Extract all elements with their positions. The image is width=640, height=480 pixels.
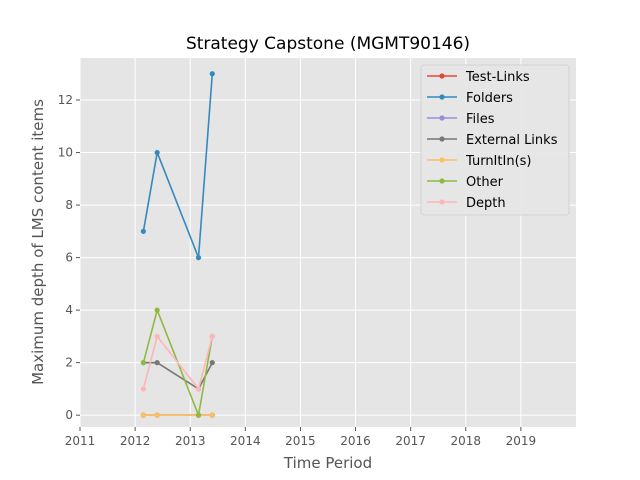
x-tick-label: 2013 bbox=[175, 434, 206, 448]
data-point-depth bbox=[140, 386, 146, 392]
legend-marker-test-links bbox=[439, 73, 445, 79]
x-axis-ticks: 2011 2012 2013 2014 2015 2016 2017 2018 2019 bbox=[65, 427, 536, 448]
legend-marker-files bbox=[439, 115, 445, 121]
y-axis-label: Maximum depth of LMS content items bbox=[29, 99, 47, 385]
legend-marker-turnitin-s bbox=[439, 157, 445, 163]
y-tick-label: 8 bbox=[65, 198, 73, 212]
legend: Test-Links Folders Files External Links Turn… bbox=[420, 64, 570, 216]
legend-label-other: Other bbox=[466, 175, 504, 190]
data-point-folders bbox=[154, 149, 160, 156]
data-point-depth bbox=[209, 333, 215, 339]
data-point-other bbox=[140, 360, 146, 366]
data-point-folders bbox=[209, 71, 215, 77]
y-tick-label: 12 bbox=[58, 93, 73, 107]
series-line-folders bbox=[142, 73, 214, 258]
legend-label-folders: Folders bbox=[466, 91, 513, 106]
legend-marker-folders bbox=[439, 94, 445, 100]
y-tick-label: 0 bbox=[65, 408, 73, 422]
x-tick-label: 2015 bbox=[285, 434, 316, 448]
y-tick-label: 2 bbox=[65, 356, 73, 370]
x-axis-label: Time Period bbox=[283, 454, 372, 472]
legend-box bbox=[420, 64, 570, 216]
legend-marker-external-links bbox=[439, 136, 445, 142]
series-group bbox=[140, 71, 215, 419]
x-tick-label: 2017 bbox=[395, 434, 426, 448]
legend-marker-other bbox=[439, 178, 445, 184]
data-point-turnitin-s bbox=[209, 412, 215, 418]
data-point-external-links bbox=[154, 360, 160, 366]
data-point-depth bbox=[154, 333, 160, 339]
data-point-turnitin-s bbox=[154, 412, 160, 418]
data-point-folders bbox=[140, 228, 146, 234]
x-tick-label: 2018 bbox=[451, 434, 482, 448]
y-tick-label: 10 bbox=[58, 146, 73, 160]
x-tick-label: 2016 bbox=[340, 434, 371, 448]
chart-title: Strategy Capstone (MGMT90146) bbox=[186, 34, 470, 54]
data-point-other bbox=[195, 412, 202, 418]
legend-label-external-links: External Links bbox=[466, 133, 558, 148]
y-axis-ticks: 0 2 4 6 8 10 12 bbox=[58, 93, 80, 422]
series-line-depth bbox=[142, 334, 214, 391]
legend-label-turnitin-s: TurnItIn(s) bbox=[465, 154, 531, 169]
x-tick-label: 2019 bbox=[506, 434, 537, 448]
legend-marker-depth bbox=[439, 199, 445, 205]
data-point-turnitin-s bbox=[140, 412, 146, 418]
legend-label-depth: Depth bbox=[466, 196, 506, 211]
legend-label-test-links: Test-Links bbox=[465, 70, 530, 85]
x-tick-label: 2012 bbox=[120, 434, 151, 448]
data-point-external-links bbox=[209, 360, 215, 366]
legend-label-files: Files bbox=[466, 112, 495, 127]
y-tick-label: 4 bbox=[65, 303, 73, 317]
y-tick-label: 6 bbox=[65, 251, 73, 265]
data-point-other bbox=[154, 307, 160, 313]
x-tick-label: 2011 bbox=[65, 434, 96, 448]
data-point-folders bbox=[195, 255, 202, 261]
x-tick-label: 2014 bbox=[230, 434, 261, 448]
data-point-depth bbox=[195, 386, 202, 392]
